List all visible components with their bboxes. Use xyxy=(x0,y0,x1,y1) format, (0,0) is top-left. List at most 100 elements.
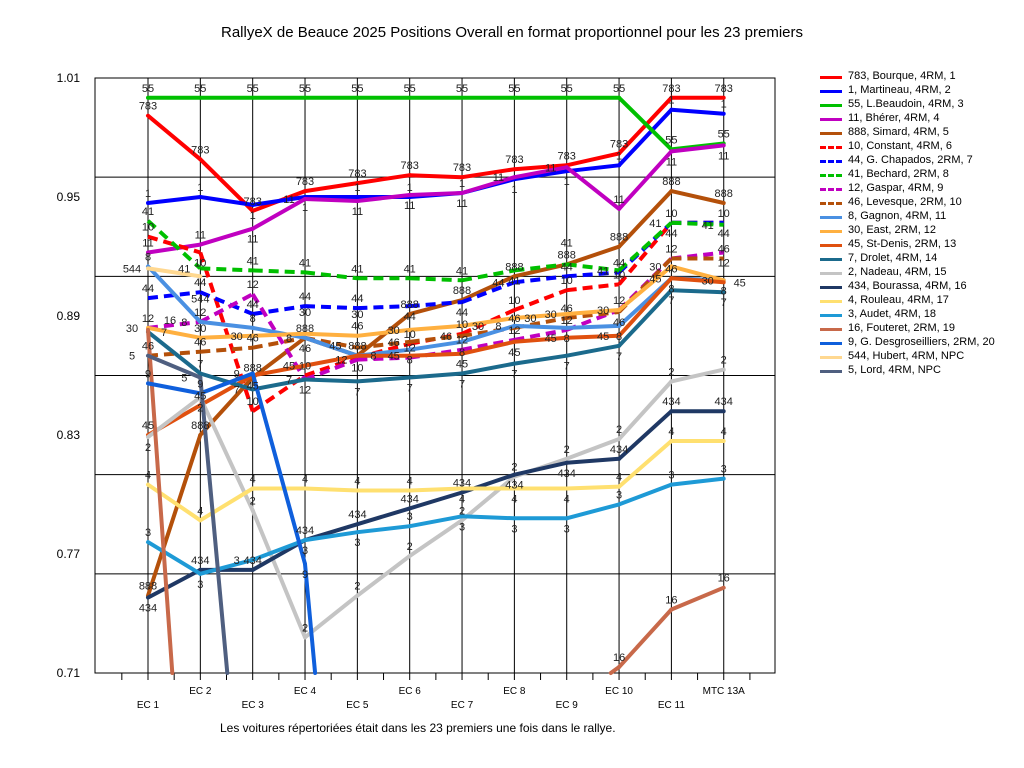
series-line-1 xyxy=(146,195,203,205)
point-label-8: 8 xyxy=(407,355,413,367)
point-label-11: 11 xyxy=(545,162,556,174)
series-line-888 xyxy=(669,189,726,205)
point-label-55: 55 xyxy=(718,129,730,141)
point-label-44: 44 xyxy=(351,293,363,305)
x-tick-label: EC 1 xyxy=(137,700,160,711)
series-line-41 xyxy=(409,276,463,283)
point-label-11: 11 xyxy=(666,156,677,168)
point-label-44: 44 xyxy=(718,228,730,240)
y-tick-label: 1.01 xyxy=(57,71,81,85)
point-label-30: 30 xyxy=(649,261,661,273)
legend-label: 8, Gagnon, 4RM, 11 xyxy=(848,210,947,222)
point-label-12: 12 xyxy=(299,385,311,397)
point-label-11: 11 xyxy=(718,150,729,162)
series-line-44 xyxy=(252,304,306,316)
x-tick-label: EC 10 xyxy=(605,686,633,697)
point-label-434: 434 xyxy=(244,555,262,567)
series-line-2 xyxy=(617,379,674,441)
series-line-30 xyxy=(512,312,569,320)
point-label-10: 10 xyxy=(561,275,573,287)
point-label-434: 434 xyxy=(662,396,680,408)
point-label-8: 8 xyxy=(145,251,151,263)
point-label-16: 16 xyxy=(164,315,176,327)
series-line-46 xyxy=(409,333,463,344)
series-line-5 xyxy=(198,375,230,675)
point-label-9: 9 xyxy=(234,369,240,381)
series-line-10 xyxy=(461,308,516,336)
point-label-434: 434 xyxy=(505,480,523,492)
point-label-888: 888 xyxy=(244,363,262,375)
legend-swatch xyxy=(820,370,842,373)
point-label-41: 41 xyxy=(404,263,416,275)
point-label-12: 12 xyxy=(335,355,347,367)
legend-label: 12, Gaspar, 4RM, 9 xyxy=(848,182,944,194)
point-label-55: 55 xyxy=(194,83,206,95)
point-label-434: 434 xyxy=(348,509,366,521)
point-label-30: 30 xyxy=(299,307,311,319)
series-line-2 xyxy=(564,437,622,461)
legend-label: 4, Rouleau, 4RM, 17 xyxy=(848,294,949,306)
series-line-7 xyxy=(355,375,412,384)
point-label-41: 41 xyxy=(456,265,468,277)
legend-swatch xyxy=(820,286,842,289)
legend-label: 2, Nadeau, 4RM, 15 xyxy=(848,266,947,278)
series-line-44 xyxy=(147,290,201,301)
point-label-3: 3 xyxy=(354,537,360,549)
series-line-4 xyxy=(146,482,203,523)
legend-item: 30, East, 2RM, 12 xyxy=(820,224,1020,238)
point-label-783: 783 xyxy=(191,144,209,156)
series-line-10 xyxy=(304,355,359,378)
series-line-11 xyxy=(355,193,412,203)
series-line-8 xyxy=(512,323,569,330)
point-label-55: 55 xyxy=(404,83,416,95)
point-label-46: 46 xyxy=(718,244,730,256)
point-label-11: 11 xyxy=(195,230,206,242)
series-line-46 xyxy=(357,339,410,350)
legend-label: 434, Bourassa, 4RM, 16 xyxy=(848,280,967,292)
point-label-8: 8 xyxy=(721,285,727,297)
legend-label: 55, L.Beaudoin, 4RM, 3 xyxy=(848,98,964,110)
point-label-5: 5 xyxy=(129,351,135,363)
legend-item: 16, Fouteret, 2RM, 19 xyxy=(820,322,1020,336)
point-label-2: 2 xyxy=(145,442,151,454)
point-label-434: 434 xyxy=(296,525,314,537)
series-line-46 xyxy=(461,325,515,338)
point-label-2: 2 xyxy=(564,444,570,456)
point-label-2: 2 xyxy=(616,424,622,436)
point-label-45: 45 xyxy=(649,273,661,285)
legend-item: 44, G. Chapados, 2RM, 7 xyxy=(820,154,1020,168)
series-line-11 xyxy=(146,242,203,255)
series-line-4 xyxy=(564,484,622,491)
point-label-3: 3 xyxy=(302,545,308,557)
series-line-8 xyxy=(146,264,203,324)
series-line-888 xyxy=(250,335,307,380)
series-line-12 xyxy=(514,327,568,342)
series-line-2 xyxy=(303,593,360,640)
series-line-11 xyxy=(564,165,622,211)
x-tick-label: EC 3 xyxy=(242,700,265,711)
point-label-1: 1 xyxy=(250,210,256,222)
point-label-55: 55 xyxy=(351,83,363,95)
point-label-10: 10 xyxy=(351,363,363,375)
series-line-888 xyxy=(617,189,674,249)
series-line-4 xyxy=(407,486,464,493)
point-label-2: 2 xyxy=(407,541,413,553)
point-label-44: 44 xyxy=(194,277,206,289)
series-line-434 xyxy=(617,409,674,461)
point-label-1: 1 xyxy=(511,184,517,196)
point-label-3: 3 xyxy=(197,579,203,591)
series-line-11 xyxy=(617,149,674,211)
point-label-46: 46 xyxy=(561,303,573,315)
series-line-11 xyxy=(407,191,464,197)
series-line-46 xyxy=(566,310,620,320)
legend-swatch xyxy=(820,272,842,275)
series-line-41 xyxy=(146,219,202,270)
point-label-30: 30 xyxy=(545,309,557,321)
point-label-4: 4 xyxy=(616,472,622,484)
series-line-12 xyxy=(304,357,359,382)
point-label-12: 12 xyxy=(613,295,625,307)
series-line-8 xyxy=(303,335,360,358)
legend-item: 45, St-Denis, 2RM, 13 xyxy=(820,238,1020,252)
point-label-45: 45 xyxy=(545,333,557,345)
legend-label: 3, Audet, 4RM, 18 xyxy=(848,308,937,320)
